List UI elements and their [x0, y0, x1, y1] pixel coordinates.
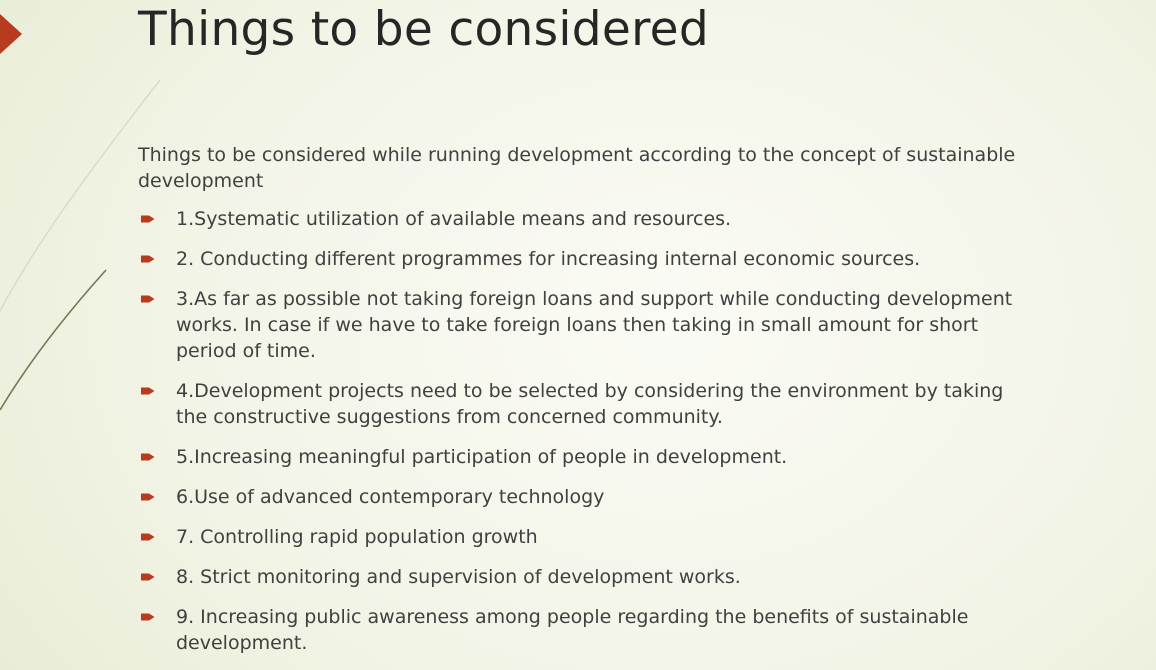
list-item: 9. Increasing public awareness among peo…	[138, 604, 1038, 656]
list-item: 2. Conducting different programmes for i…	[138, 246, 1038, 272]
list-item: 8. Strict monitoring and supervision of …	[138, 564, 1038, 590]
list-item: 6.Use of advanced contemporary technolog…	[138, 484, 1038, 510]
intro-text: Things to be considered while running de…	[138, 144, 1016, 192]
list-item: 4.Development projects need to be select…	[138, 378, 1038, 430]
arrow-bullet-icon	[141, 613, 155, 621]
list-item: 1.Systematic utilization of available me…	[138, 206, 1038, 232]
bullet-text: 8. Strict monitoring and supervision of …	[176, 566, 741, 588]
arrow-bullet-icon	[141, 533, 155, 541]
bullet-text: 3.As far as possible not taking foreign …	[176, 288, 1013, 362]
arrow-bullet-icon	[141, 295, 155, 303]
bullet-text: 1.Systematic utilization of available me…	[176, 208, 732, 230]
slide-title: Things to be considered	[138, 2, 710, 57]
arrow-bullet-icon	[141, 255, 155, 263]
arrow-bullet-icon	[141, 573, 155, 581]
list-item: 5.Increasing meaningful participation of…	[138, 444, 1038, 470]
triangle-accent-icon	[0, 14, 22, 54]
bullet-text: 6.Use of advanced contemporary technolog…	[176, 486, 605, 508]
list-item: 3.As far as possible not taking foreign …	[138, 286, 1038, 364]
bullet-text: 4.Development projects need to be select…	[176, 380, 1004, 428]
decorative-curve-short	[0, 269, 107, 411]
slide-content: Things to be considered while running de…	[138, 142, 1038, 670]
decorative-curve-long	[0, 79, 161, 313]
bullet-text: 2. Conducting different programmes for i…	[176, 248, 921, 270]
bullet-text: 9. Increasing public awareness among peo…	[176, 606, 969, 654]
list-item: 7. Controlling rapid population growth	[138, 524, 1038, 550]
bullet-text: 7. Controlling rapid population growth	[176, 526, 538, 548]
arrow-bullet-icon	[141, 493, 155, 501]
arrow-bullet-icon	[141, 215, 155, 223]
arrow-bullet-icon	[141, 387, 155, 395]
arrow-bullet-icon	[141, 453, 155, 461]
bullet-text: 5.Increasing meaningful participation of…	[176, 446, 788, 468]
bullet-list: 1.Systematic utilization of available me…	[138, 206, 1038, 656]
